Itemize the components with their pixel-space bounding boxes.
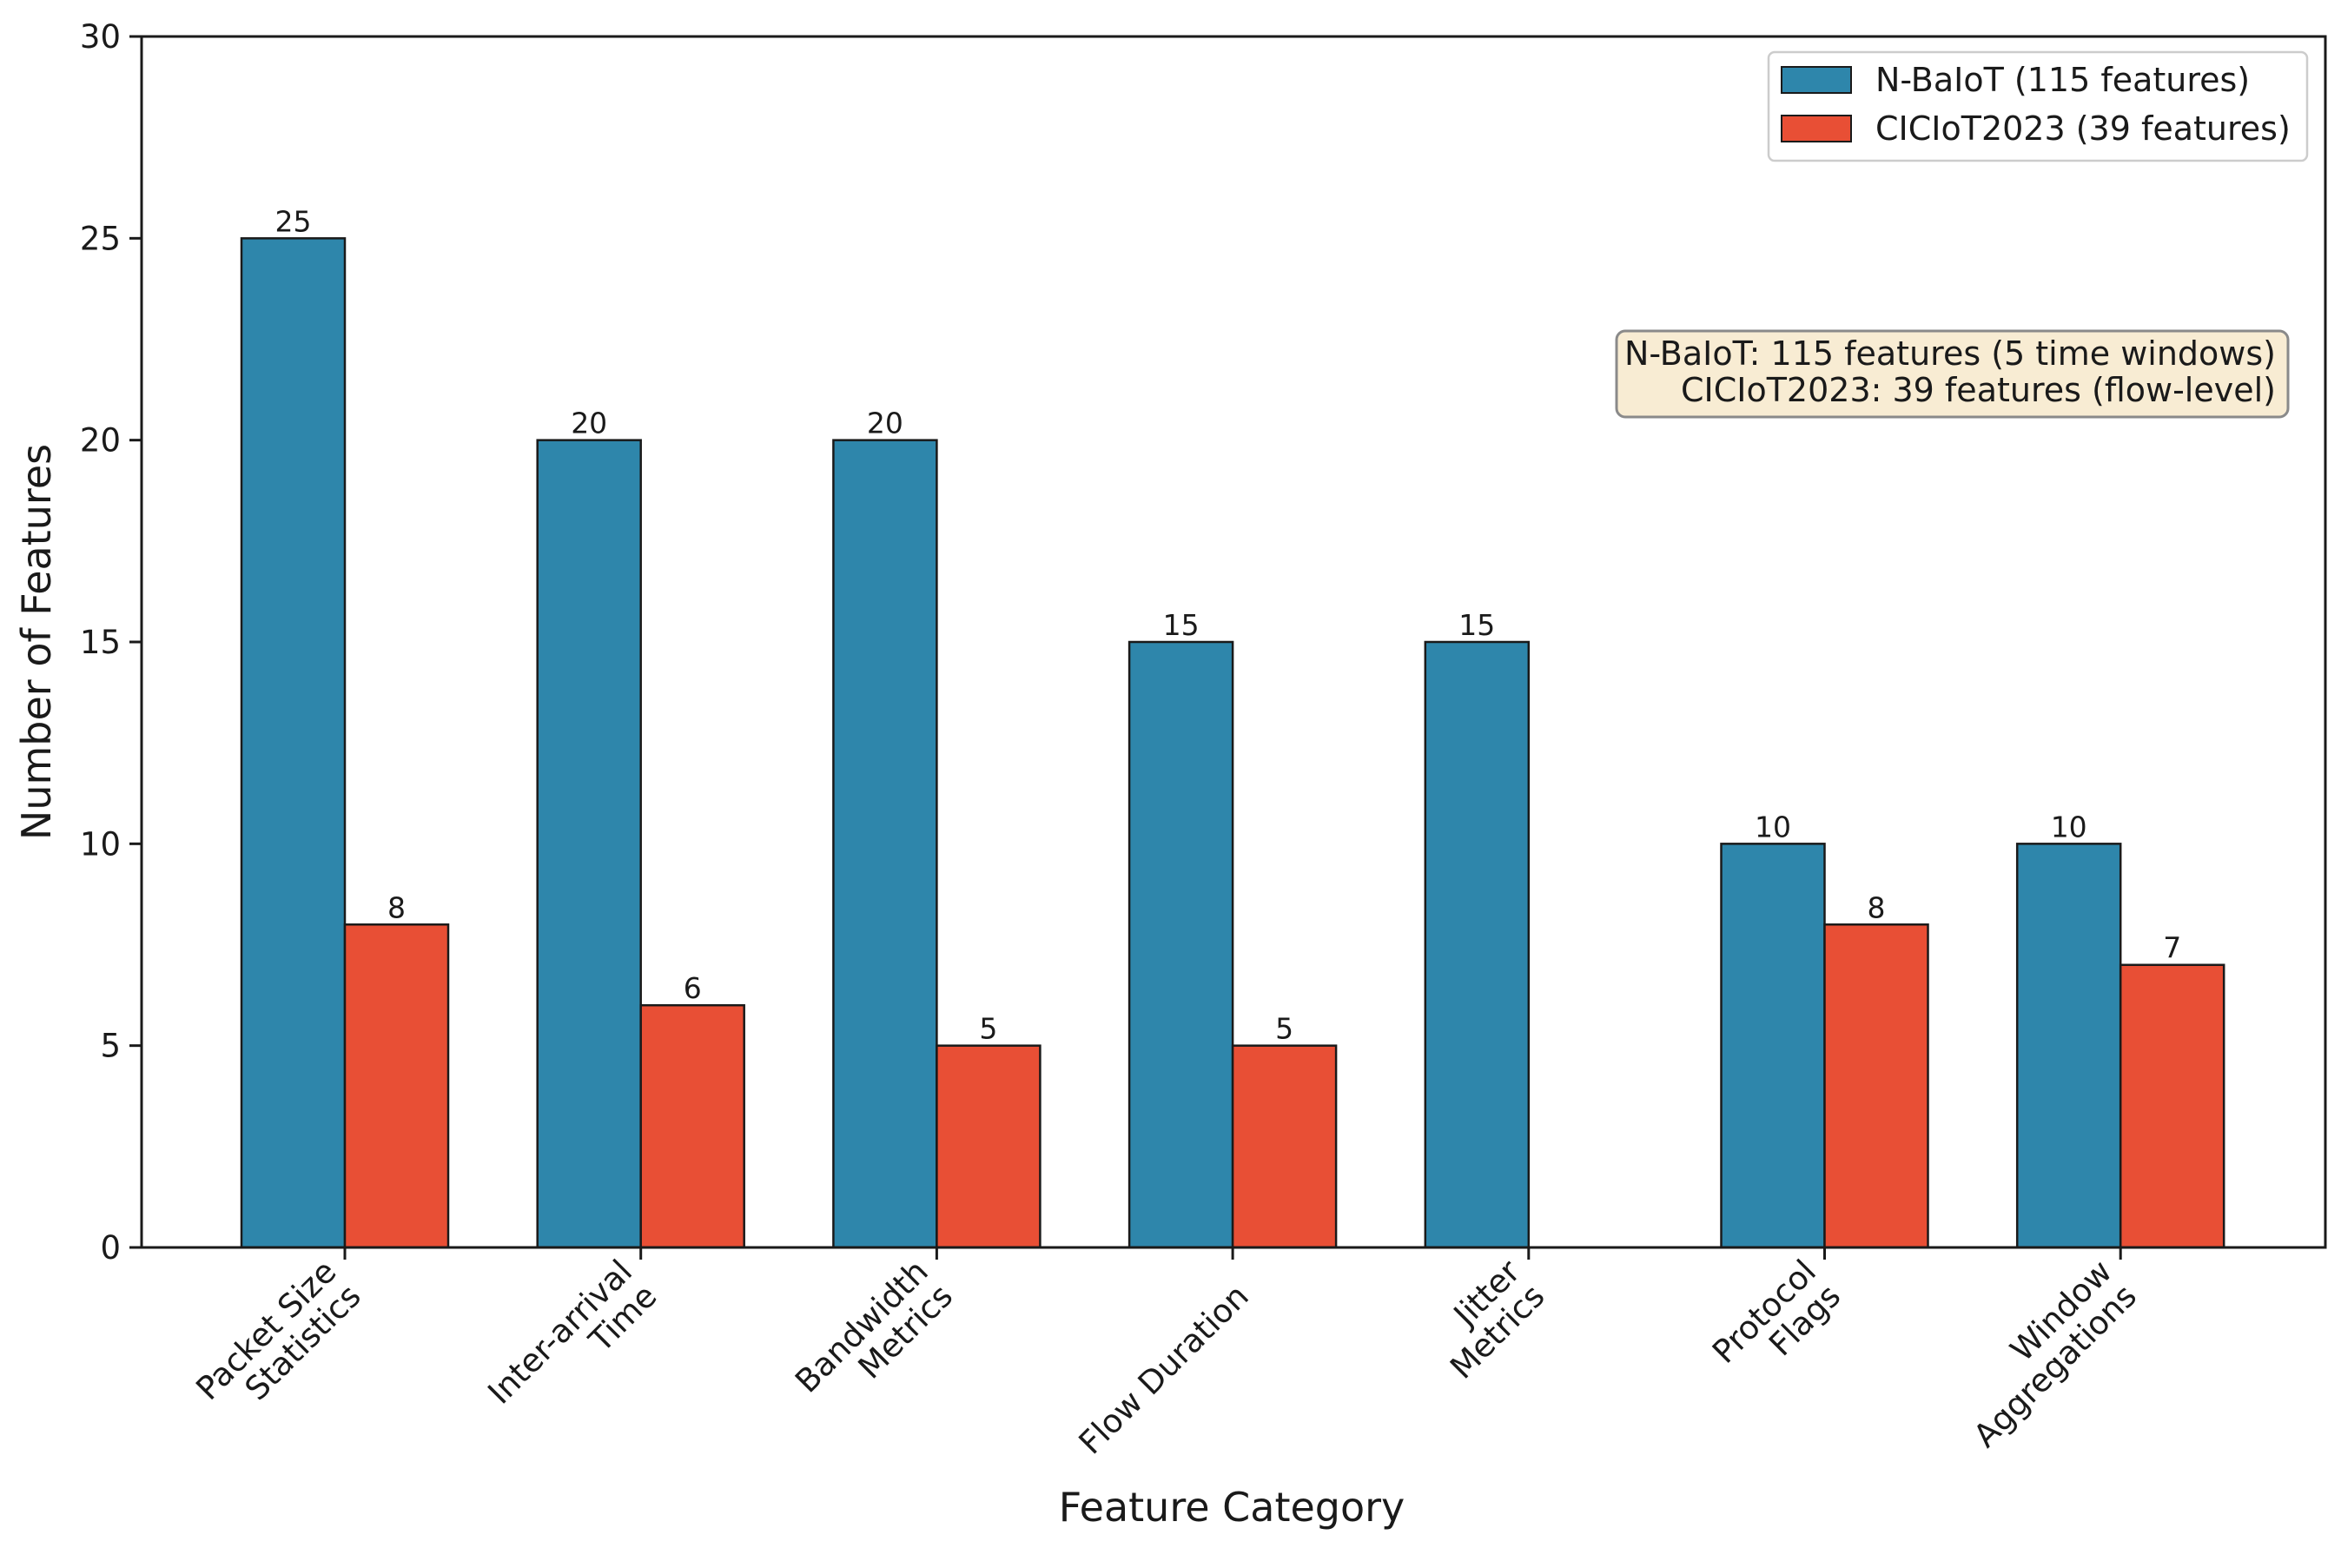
y-axis-title: Number of Features xyxy=(13,444,60,840)
y-tick-label: 5 xyxy=(100,1028,121,1065)
x-tick-label-3: Flow Duration xyxy=(1072,1277,1256,1461)
bars-layer xyxy=(240,237,2225,1249)
value-label-ciciot2023-3: 5 xyxy=(1275,1012,1293,1046)
legend-frame xyxy=(1767,50,2309,162)
x-tick-label-line: Flow Duration xyxy=(1072,1277,1256,1461)
bar-ciciot2023-2 xyxy=(936,1044,1042,1249)
legend-label-ciciot2023: CICIoT2023 (39 features) xyxy=(1875,109,2291,148)
value-label-n-baiot-2: 20 xyxy=(867,407,903,440)
annotation-background xyxy=(1615,329,2290,419)
bar-n-baiot-1 xyxy=(536,439,642,1249)
bar-ciciot2023-5 xyxy=(1823,923,1929,1249)
annotation-line-2: CICIoT2023: 39 features (flow-level) xyxy=(1681,371,2276,409)
x-axis-title: Feature Category xyxy=(1059,1484,1405,1531)
value-label-n-baiot-4: 15 xyxy=(1458,608,1495,642)
legend-swatch-ciciot2023 xyxy=(1781,115,1852,142)
value-label-ciciot2023-6: 7 xyxy=(2163,931,2181,965)
value-label-n-baiot-0: 25 xyxy=(275,204,312,238)
bar-n-baiot-6 xyxy=(2015,843,2122,1249)
bar-ciciot2023-6 xyxy=(2119,963,2225,1249)
bar-ciciot2023-1 xyxy=(639,1003,745,1249)
value-label-ciciot2023-0: 8 xyxy=(387,890,406,924)
legend-label-n-baiot: N-BaIoT (115 features) xyxy=(1875,61,2250,99)
y-axis: 0 5 10 15 20 25 30 xyxy=(80,18,142,1267)
annotation-box: N-BaIoT: 115 features (5 time windows) C… xyxy=(1615,329,2290,419)
value-label-n-baiot-6: 10 xyxy=(2051,810,2087,844)
value-label-ciciot2023-1: 6 xyxy=(684,971,702,1005)
y-tick-label: 30 xyxy=(80,18,121,56)
bar-n-baiot-0 xyxy=(240,237,347,1249)
value-label-ciciot2023-5: 8 xyxy=(1868,890,1886,924)
bar-n-baiot-3 xyxy=(1128,640,1234,1249)
bar-n-baiot-2 xyxy=(832,439,938,1249)
bar-n-baiot-4 xyxy=(1424,640,1531,1249)
y-tick-label: 15 xyxy=(80,624,121,661)
y-tick-label: 20 xyxy=(80,422,121,460)
bar-ciciot2023-0 xyxy=(343,923,450,1249)
value-labels: 25 20 20 15 15 10 10 8 6 5 5 8 7 xyxy=(275,204,2182,1045)
bar-n-baiot-5 xyxy=(1720,843,1826,1249)
annotation-line-1: N-BaIoT: 115 features (5 time windows) xyxy=(1624,334,2276,373)
y-tick-label: 25 xyxy=(80,220,121,257)
bar-ciciot2023-3 xyxy=(1231,1044,1338,1249)
value-label-n-baiot-3: 15 xyxy=(1163,608,1200,642)
legend-swatch-n-baiot xyxy=(1781,66,1852,94)
value-label-n-baiot-5: 10 xyxy=(1755,810,1791,844)
value-label-n-baiot-1: 20 xyxy=(571,407,607,440)
legend: N-BaIoT (115 features) CICIoT2023 (39 fe… xyxy=(1767,50,2309,162)
y-tick-label: 10 xyxy=(80,825,121,863)
value-label-ciciot2023-2: 5 xyxy=(979,1012,997,1046)
y-tick-label: 0 xyxy=(100,1229,121,1267)
